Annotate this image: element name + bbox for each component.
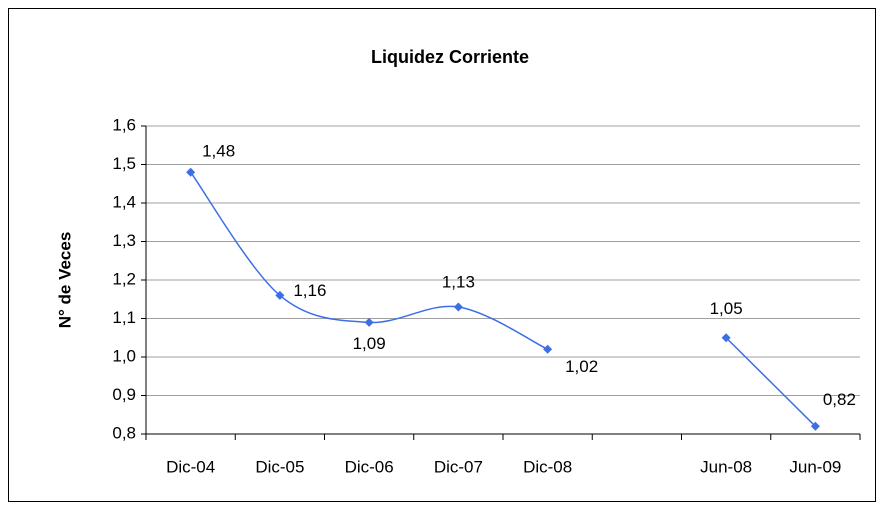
data-point bbox=[186, 167, 196, 177]
x-tick-label: Dic-06 bbox=[345, 457, 394, 476]
data-point bbox=[721, 333, 731, 343]
chart-title: Liquidez Corriente bbox=[371, 47, 529, 67]
x-tick-label: Dic-05 bbox=[255, 457, 304, 476]
y-tick-label: 1,6 bbox=[112, 115, 136, 134]
data-point bbox=[364, 317, 374, 327]
data-label: 1,09 bbox=[353, 334, 386, 353]
data-point bbox=[810, 421, 820, 431]
x-tick-label: Jun-09 bbox=[789, 457, 841, 476]
data-label: 1,02 bbox=[565, 357, 598, 376]
y-axis-title: N° de Veces bbox=[55, 232, 74, 329]
x-tick-label: Dic-07 bbox=[434, 457, 483, 476]
chart-border bbox=[8, 8, 876, 502]
y-tick-label: 1,0 bbox=[112, 346, 136, 365]
data-point bbox=[275, 290, 285, 300]
y-tick-label: 0,8 bbox=[112, 423, 136, 442]
y-tick-label: 1,1 bbox=[112, 308, 136, 327]
data-label: 1,16 bbox=[293, 281, 326, 300]
y-tick-label: 0,9 bbox=[112, 385, 136, 404]
data-label: 0,82 bbox=[823, 390, 856, 409]
x-tick-label: Dic-08 bbox=[523, 457, 572, 476]
data-label: 1,48 bbox=[202, 142, 235, 161]
y-tick-label: 1,4 bbox=[112, 192, 136, 211]
data-label: 1,05 bbox=[710, 299, 743, 318]
y-tick-label: 1,2 bbox=[112, 269, 136, 288]
series-line bbox=[725, 337, 816, 427]
x-tick-label: Jun-08 bbox=[700, 457, 752, 476]
y-tick-label: 1,3 bbox=[112, 231, 136, 250]
x-tick-label: Dic-04 bbox=[166, 457, 215, 476]
data-point bbox=[453, 302, 463, 312]
data-point bbox=[543, 344, 553, 354]
y-tick-label: 1,5 bbox=[112, 154, 136, 173]
data-label: 1,13 bbox=[442, 272, 475, 291]
